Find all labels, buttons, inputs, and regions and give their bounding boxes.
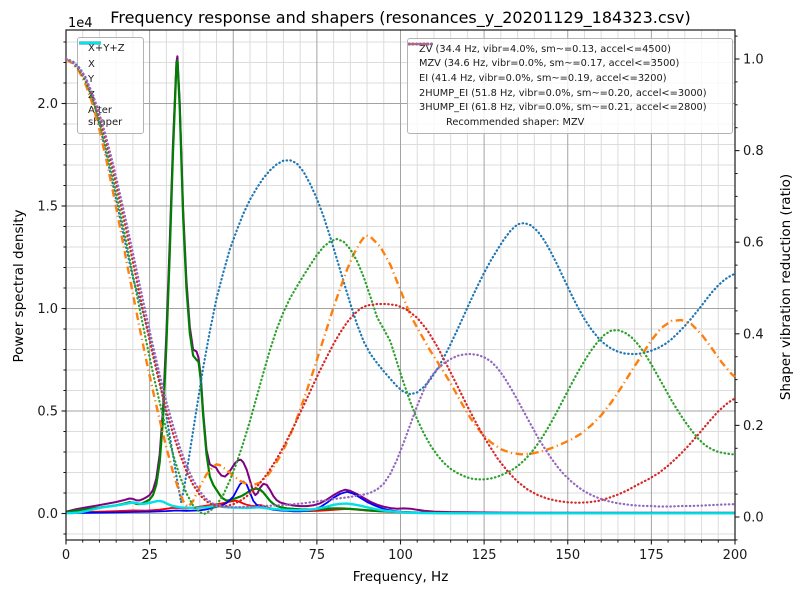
legend-shapers: ZV (34.4 Hz, vibr=4.0%, sm~=0.13, accel<… <box>407 38 733 135</box>
y-left-tick-label: 1.5 <box>37 200 58 215</box>
x-tick-label: 0 <box>62 548 70 563</box>
legend-item-3hump_ei: 3HUMP_EI (61.8 Hz, vibr=0.0%, sm~=0.21, … <box>408 42 726 116</box>
legend-item-label: 3HUMP_EI (61.8 Hz, vibr=0.0%, sm~=0.21, … <box>419 102 707 114</box>
legend-item-label: After shaper <box>88 105 123 128</box>
x-axis-label: Frequency, Hz <box>352 569 449 585</box>
legend-item-y: Y <box>79 41 138 88</box>
series-after-shaper-curve <box>65 499 735 515</box>
legend-recommended-shaper: Recommended shaper: MZV <box>414 115 726 130</box>
y-right-tick-label: 1.0 <box>743 53 764 68</box>
legend-item-label: EI (41.4 Hz, vibr=0.0%, sm~=0.19, accel<… <box>419 73 667 85</box>
series-x-curve <box>65 499 735 514</box>
legend-item-label: Z <box>88 89 95 101</box>
legend-item-z: Z <box>79 41 138 104</box>
y-right-tick-label: 0.6 <box>743 236 764 251</box>
y-right-tick-label: 0.8 <box>743 144 764 159</box>
x-tick-label: 125 <box>472 548 497 563</box>
legend-item-label: MZV (34.6 Hz, vibr=0.0%, sm~=0.17, accel… <box>419 58 680 70</box>
legend-item-label: X <box>88 58 95 70</box>
legend-item-label: Y <box>88 74 95 85</box>
legend-psd: X+Y+Z X Y Z After shaper <box>77 37 144 134</box>
y-left-tick-label: 1.0 <box>37 302 58 317</box>
chart-title: Frequency response and shapers (resonanc… <box>110 8 691 27</box>
y-axis-offset-label: 1e4 <box>68 16 93 31</box>
y-axis-right-label: Shaper vibration reduction (ratio) <box>778 173 794 401</box>
y-left-tick-label: 0.0 <box>37 507 58 522</box>
legend-item-label: ZV (34.4 Hz, vibr=4.0%, sm~=0.13, accel<… <box>419 43 671 55</box>
x-tick-label: 75 <box>309 548 326 563</box>
y-right-tick-label: 0.0 <box>743 511 764 526</box>
x-tick-label: 100 <box>388 548 413 563</box>
y-right-tick-label: 0.4 <box>743 327 764 342</box>
x-tick-label: 50 <box>225 548 242 563</box>
y-right-tick-label: 0.2 <box>743 419 764 434</box>
legend-item-ei: EI (41.4 Hz, vibr=0.0%, sm~=0.19, accel<… <box>408 42 726 86</box>
x-tick-label: 25 <box>141 548 158 563</box>
legend-item-2hump_ei: 2HUMP_EI (51.8 Hz, vibr=0.0%, sm~=0.20, … <box>408 42 726 101</box>
series-z-curve <box>65 480 735 515</box>
legend-item-label: X+Y+Z <box>88 43 125 54</box>
legend-item-after: After shaper <box>79 41 138 130</box>
x-tick-label: 200 <box>723 548 748 563</box>
y-axis-left-label: Power spectral density <box>11 209 27 363</box>
legend-item-zv: ZV (34.4 Hz, vibr=4.0%, sm~=0.13, accel<… <box>408 42 726 57</box>
x-tick-label: 175 <box>639 548 664 563</box>
y-left-tick-label: 2.0 <box>37 97 58 112</box>
legend-item-mzv: MZV (34.6 Hz, vibr=0.0%, sm~=0.17, accel… <box>409 42 726 72</box>
legend-item-x-y-z: X+Y+Z <box>79 41 138 57</box>
legend-item-label: 2HUMP_EI (51.8 Hz, vibr=0.0%, sm~=0.20, … <box>419 87 707 99</box>
legend-item-x: X <box>79 41 138 73</box>
x-tick-label: 150 <box>555 548 580 563</box>
recommended-shaper-text: Recommended shaper: MZV <box>446 117 585 129</box>
y-left-tick-label: 0.5 <box>37 405 58 420</box>
